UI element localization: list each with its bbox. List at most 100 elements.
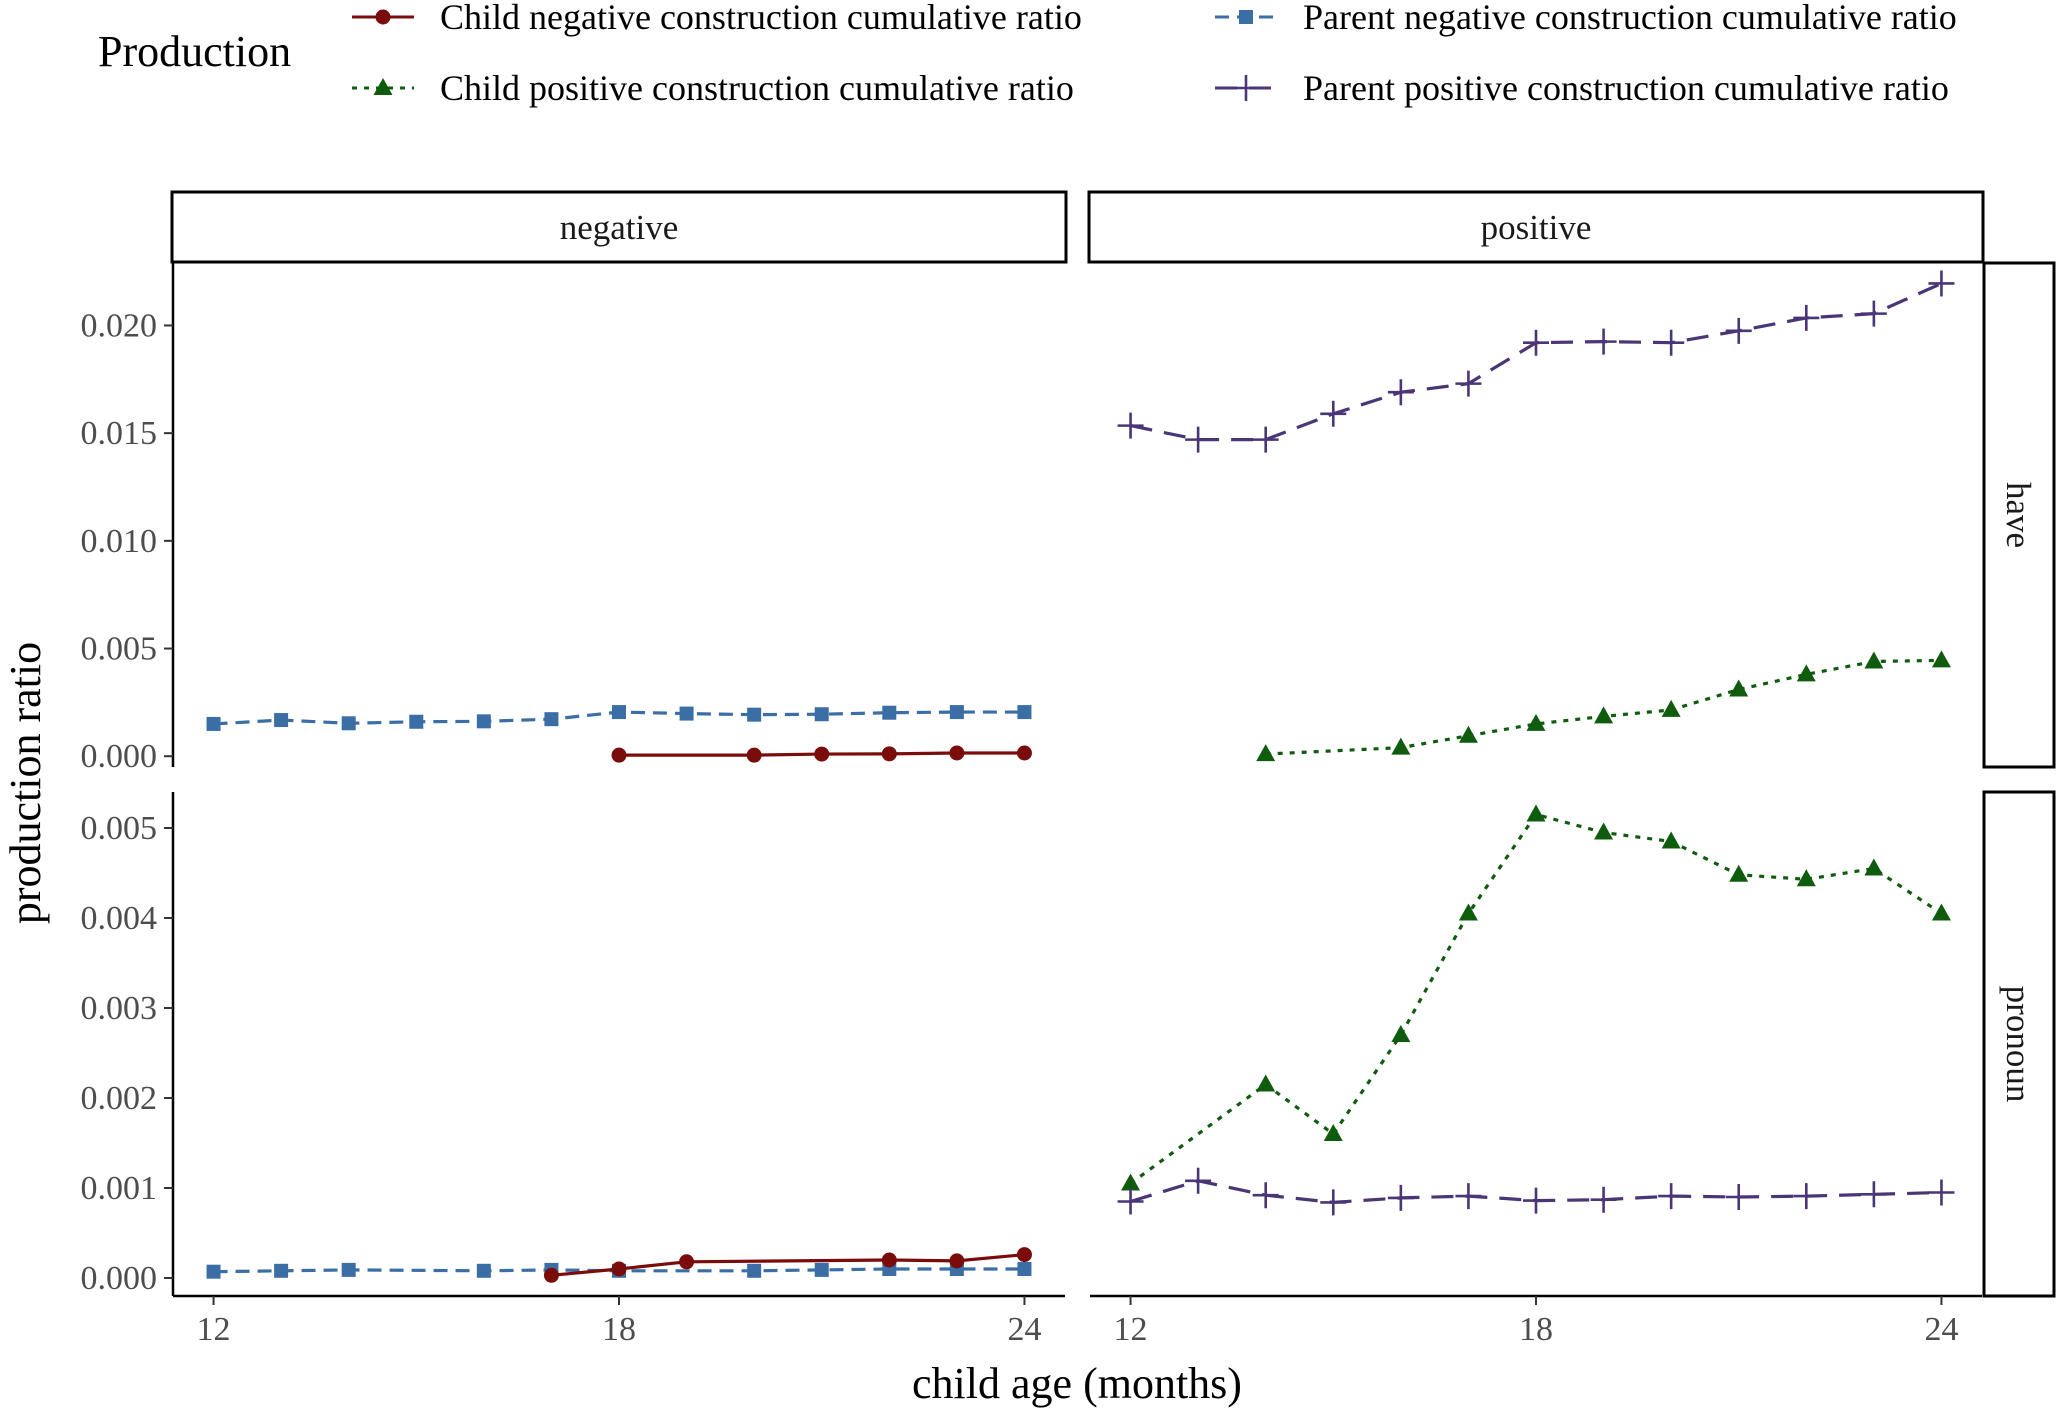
data-point <box>611 747 627 763</box>
panel-pronoun-negative <box>206 1247 1032 1283</box>
data-point <box>1928 270 1955 297</box>
axes: 0.000 0.005 0.010 0.015 0.020 0.000 0.001 0.002… <box>81 263 1982 1348</box>
legend-label: Parent negative construction cumulative … <box>1303 0 1957 37</box>
y-axis-title: production ratio <box>1 642 50 924</box>
data-point <box>1320 400 1347 427</box>
strip-positive <box>1087 190 1985 264</box>
y-tick-label: 0.003 <box>81 990 158 1027</box>
data-point <box>1256 1074 1276 1092</box>
data-point <box>1458 725 1478 743</box>
data-point <box>1590 328 1617 355</box>
y-tick-label: 0.005 <box>81 810 158 847</box>
legend-key-marker <box>1233 75 1259 101</box>
data-point <box>1594 706 1614 724</box>
data-point <box>1796 869 1816 887</box>
series-child-positive-construction-cumulative-ratio <box>1121 804 1951 1191</box>
data-point <box>1661 831 1681 849</box>
data-point <box>206 1264 221 1279</box>
data-point <box>949 745 965 761</box>
data-point <box>544 712 559 727</box>
data-point <box>1017 1262 1032 1276</box>
data-point <box>1860 300 1887 327</box>
data-point <box>1391 1025 1411 1042</box>
series-parent-negative-construction-cumulative-ratio <box>206 705 1032 731</box>
data-point <box>1860 1181 1887 1208</box>
y-tick-label: 0.004 <box>81 900 158 937</box>
legend-entry-child-positive-construction-cumulative-ratio: Child positive construction cumulative r… <box>352 68 1074 108</box>
strip-label-negative: negative <box>560 208 679 247</box>
data-point <box>814 707 829 722</box>
data-point <box>1864 651 1884 669</box>
x-tick-label: 12 <box>197 1311 231 1348</box>
data-point <box>1017 705 1032 720</box>
panel-have-negative <box>206 705 1032 763</box>
series-line <box>1265 658 1942 756</box>
series-child-negative-construction-cumulative-ratio <box>543 1247 1032 1283</box>
series-parent-positive-construction-cumulative-ratio <box>1117 270 1955 453</box>
x-tick-label: 18 <box>602 1311 636 1348</box>
data-point <box>1523 329 1549 356</box>
data-point <box>1252 1182 1279 1209</box>
data-point <box>882 705 897 720</box>
series-line <box>551 1253 1025 1277</box>
data-point <box>1931 903 1951 921</box>
data-point <box>1185 1167 1212 1194</box>
legend-label: Child negative construction cumulative r… <box>440 0 1082 37</box>
y-tick-label: 0.015 <box>81 415 158 452</box>
data-point <box>1928 1179 1955 1206</box>
legend-title: Production <box>98 27 291 76</box>
data-point <box>679 706 694 721</box>
y-tick-label: 0.005 <box>81 631 158 668</box>
legend-key-marker <box>1239 10 1253 24</box>
data-point <box>1252 426 1279 453</box>
data-point <box>746 747 762 763</box>
data-point <box>679 1254 695 1270</box>
legend-key-marker <box>375 9 391 25</box>
data-point <box>1185 426 1212 453</box>
data-point <box>1725 317 1752 344</box>
data-point <box>1526 713 1546 731</box>
data-point <box>1117 412 1144 439</box>
data-point <box>881 746 897 762</box>
series-parent-positive-construction-cumulative-ratio <box>1117 1167 1955 1216</box>
x-tick-label: 24 <box>1924 1311 1958 1348</box>
facet-strips: negative positive have pronoun <box>170 190 2056 1298</box>
strip-have <box>1982 261 2056 769</box>
data-point <box>1658 1183 1685 1210</box>
legend-entry-parent-negative-construction-cumulative-ratio: Parent negative construction cumulative … <box>1215 0 1957 37</box>
legend-label: Parent positive construction cumulative … <box>1303 68 1949 108</box>
data-point <box>1931 650 1951 668</box>
data-point <box>274 1263 289 1278</box>
strip-label-have: have <box>1999 482 2038 548</box>
data-point <box>1793 304 1820 331</box>
data-point <box>1256 744 1276 762</box>
data-point <box>1391 737 1411 755</box>
series-child-negative-construction-cumulative-ratio <box>611 745 1032 763</box>
data-point <box>1387 1184 1414 1211</box>
data-point <box>949 1253 965 1269</box>
series-line <box>1129 812 1943 1185</box>
data-point <box>1016 1247 1032 1263</box>
series-child-positive-construction-cumulative-ratio <box>1256 650 1951 762</box>
legend-entry-parent-positive-construction-cumulative-ratio: Parent positive construction cumulative … <box>1215 68 1949 108</box>
data-point <box>341 1262 356 1277</box>
data-point <box>1594 822 1614 840</box>
data-point <box>1793 1183 1820 1210</box>
data-point <box>611 1261 627 1277</box>
y-tick-label: 0.020 <box>81 307 158 344</box>
strip-negative <box>170 190 1068 264</box>
y-tick-label: 0.001 <box>81 1170 158 1207</box>
data-point <box>1729 864 1749 882</box>
panel-have-positive <box>1117 270 1955 762</box>
data-point <box>1016 745 1032 761</box>
data-point <box>1864 858 1884 876</box>
data-point <box>1323 1124 1343 1141</box>
y-tick-label: 0.000 <box>81 738 158 775</box>
data-point <box>1725 1184 1752 1210</box>
data-point <box>1661 699 1681 717</box>
y-tick-label: 0.002 <box>81 1080 158 1117</box>
series-line <box>619 751 1025 757</box>
data-point <box>814 746 830 762</box>
data-point <box>814 1262 829 1277</box>
